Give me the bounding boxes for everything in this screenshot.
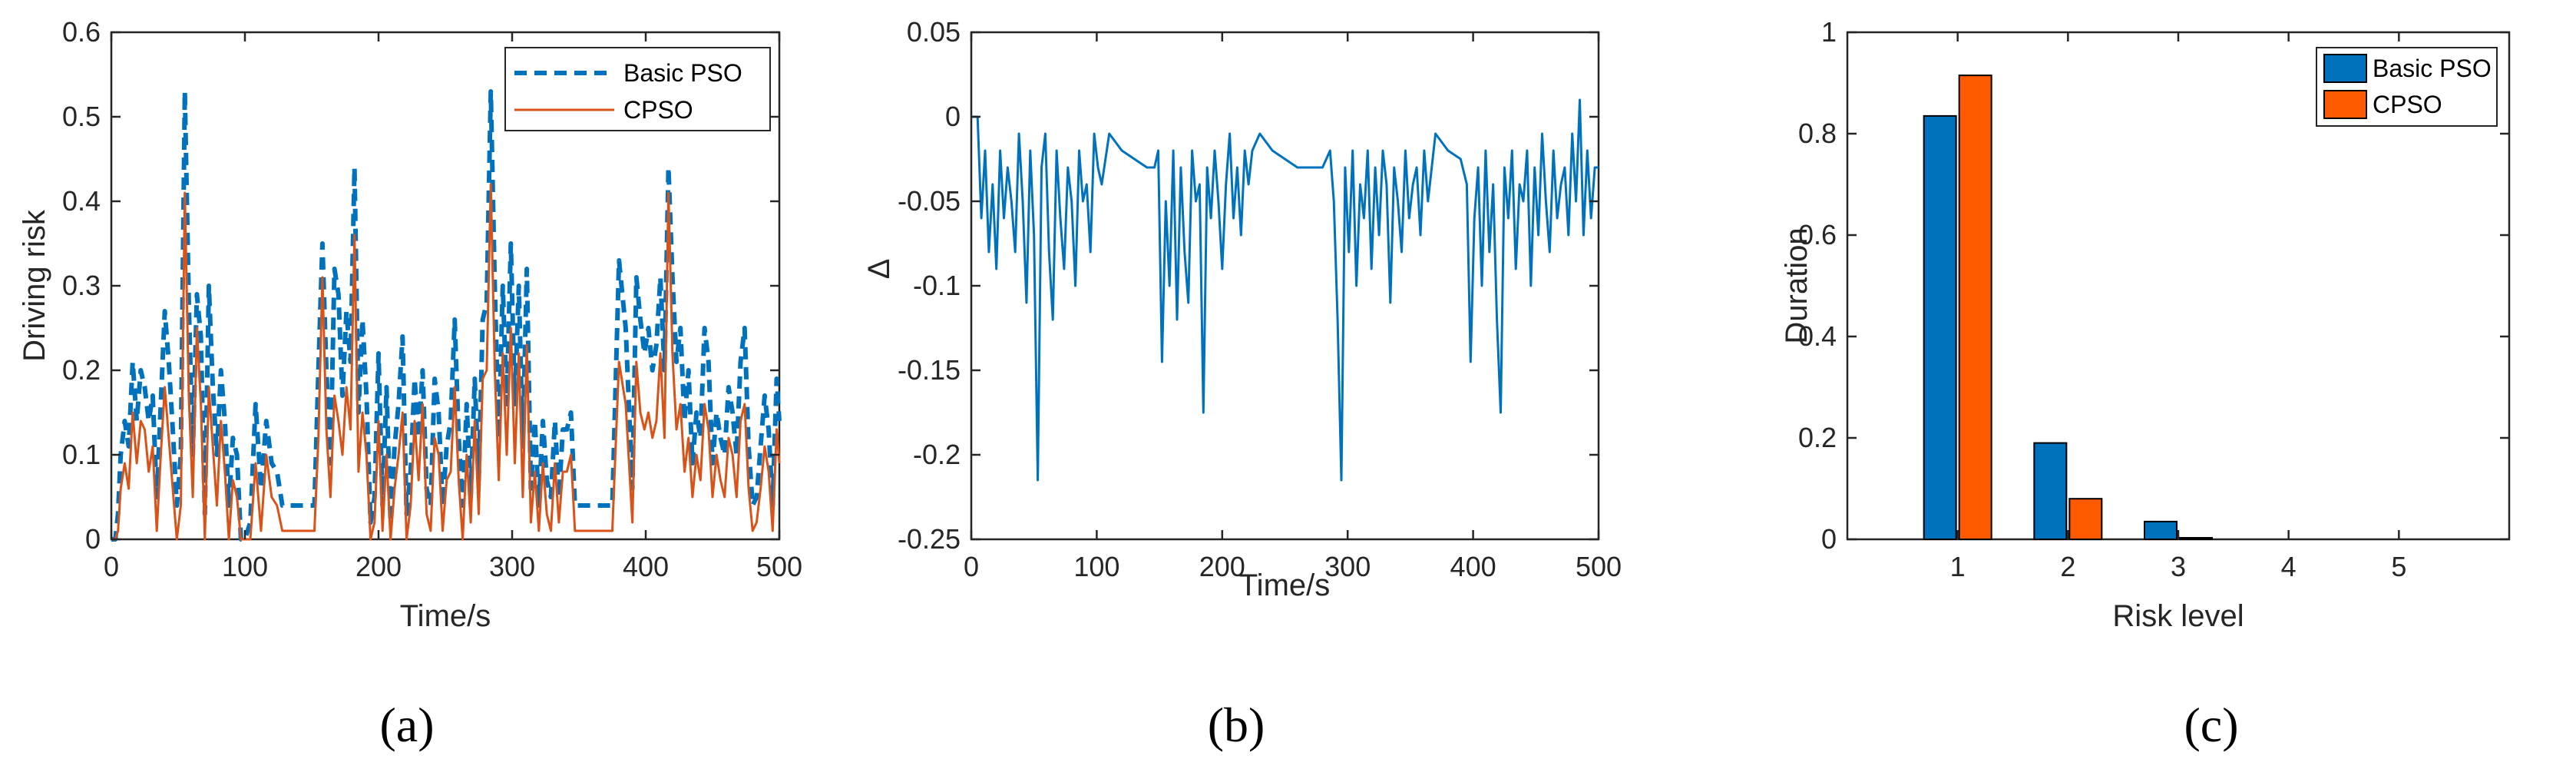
panel-b-delta-chart: -0.25 -0.2 -0.15 -0.1 -0.05 0 0.05 0 100 200 300 40… bbox=[862, 16, 1622, 752]
panel-a-ytick-label: 0.1 bbox=[62, 439, 101, 470]
caption-c: (c) bbox=[2184, 698, 2238, 752]
panel-a-legend: Basic PSO CPSO bbox=[504, 47, 771, 131]
panel-b-ytick-label: 0 bbox=[945, 101, 961, 132]
panel-a-xtick-label: 400 bbox=[623, 551, 669, 582]
panel-c-ytick-label: 1 bbox=[1821, 16, 1837, 48]
panel-c-legend-basic-pso: Basic PSO bbox=[2373, 55, 2492, 82]
panel-c-ytick-label: 0.2 bbox=[1798, 422, 1837, 453]
panel-b-ytick-label: 0.05 bbox=[907, 16, 961, 48]
panel-a-ytick-label: 0.6 bbox=[62, 16, 101, 48]
panel-b-series-delta-line bbox=[971, 98, 1599, 482]
panel-b-xtick-label: 100 bbox=[1073, 551, 1119, 582]
panel-c-xtick-label: 3 bbox=[2171, 551, 2186, 582]
panel-a-series-basic-pso-line bbox=[111, 89, 782, 542]
panel-b-ytick-label: -0.25 bbox=[898, 523, 961, 555]
panel-c-legend-cpso: CPSO bbox=[2373, 91, 2442, 118]
bar-cpso-level-1 bbox=[1958, 75, 1992, 541]
panel-c-xlabel: Risk level bbox=[2112, 599, 2244, 633]
panel-b-plot-frame bbox=[970, 31, 1600, 541]
panel-b-ytick-label: -0.2 bbox=[913, 439, 961, 470]
panel-a-ytick-label: 0.2 bbox=[62, 354, 101, 386]
bar-basic-pso-level-1 bbox=[1923, 114, 1957, 540]
panel-a-xtick-label: 0 bbox=[104, 551, 119, 582]
panel-c-xtick-label: 4 bbox=[2281, 551, 2297, 582]
panel-a-legend-cpso: CPSO bbox=[623, 96, 693, 124]
panel-b-xtick-label: 500 bbox=[1576, 551, 1622, 582]
panel-b-ytick-label: -0.15 bbox=[898, 354, 961, 386]
panel-c-legend: Basic PSO CPSO bbox=[2316, 47, 2498, 127]
bar-cpso-level-3 bbox=[2179, 537, 2213, 541]
panel-b-ytick-label: -0.05 bbox=[898, 185, 961, 217]
panel-a-ytick-label: 0.4 bbox=[62, 185, 101, 217]
panel-b-xlabel: Time/s bbox=[1239, 569, 1331, 602]
panel-c-ytick-label: 0.6 bbox=[1798, 219, 1837, 250]
panel-a-ytick-label: 0.5 bbox=[62, 101, 101, 132]
panel-c-ytick-label: 0.8 bbox=[1798, 118, 1837, 149]
panel-b-xtick-label: 300 bbox=[1324, 551, 1371, 582]
panel-b-xtick-label: 400 bbox=[1450, 551, 1496, 582]
bar-cpso-level-2 bbox=[2068, 498, 2103, 541]
panel-a-xlabel: Time/s bbox=[400, 599, 491, 633]
panel-a-ytick-label: 0.3 bbox=[62, 270, 101, 301]
panel-b-ytick-label: -0.1 bbox=[913, 270, 961, 301]
panel-b-xtick-label: 0 bbox=[964, 551, 979, 582]
panel-a-xtick-label: 300 bbox=[489, 551, 535, 582]
caption-a: (a) bbox=[379, 698, 434, 752]
panel-a-series-cpso-line bbox=[111, 183, 781, 541]
panel-a-legend-basic-pso: Basic PSO bbox=[623, 59, 742, 87]
panel-c-ytick-label: 0.4 bbox=[1798, 320, 1837, 352]
panel-c-duration-bar-chart: 00.20.40.60.811 2 3 4 5 Risk level Duration … bbox=[1780, 16, 2511, 752]
panel-c-ylabel: Duration bbox=[1780, 227, 1814, 343]
panel-a-xtick-label: 500 bbox=[756, 551, 802, 582]
panel-a-driving-risk-chart: 0 0.1 0.2 0.3 0.4 0.5 0.6 0 100 200 300 400 500 Time… bbox=[18, 16, 802, 752]
bar-basic-pso-level-2 bbox=[2033, 442, 2068, 540]
legend-swatch-basic-pso bbox=[2323, 54, 2367, 83]
legend-swatch-cpso bbox=[2323, 90, 2367, 119]
panel-a-ylabel: Driving risk bbox=[18, 209, 51, 362]
bar-basic-pso-level-3 bbox=[2144, 520, 2178, 541]
panel-b-xtick-label: 200 bbox=[1199, 551, 1245, 582]
panel-c-ytick-label: 0 bbox=[1821, 523, 1837, 555]
panel-c-xtick-label: 1 bbox=[1950, 551, 1966, 582]
panel-a-ytick-label: 0 bbox=[85, 523, 101, 555]
panel-c-xtick-label: 2 bbox=[2060, 551, 2075, 582]
panel-a-xtick-label: 100 bbox=[222, 551, 268, 582]
panel-a-xtick-label: 200 bbox=[355, 551, 402, 582]
caption-b: (b) bbox=[1208, 698, 1265, 752]
panel-b-ylabel: Δ bbox=[862, 259, 896, 280]
panel-a-legend-box bbox=[504, 47, 771, 131]
panel-c-xtick-label: 5 bbox=[2391, 551, 2406, 582]
